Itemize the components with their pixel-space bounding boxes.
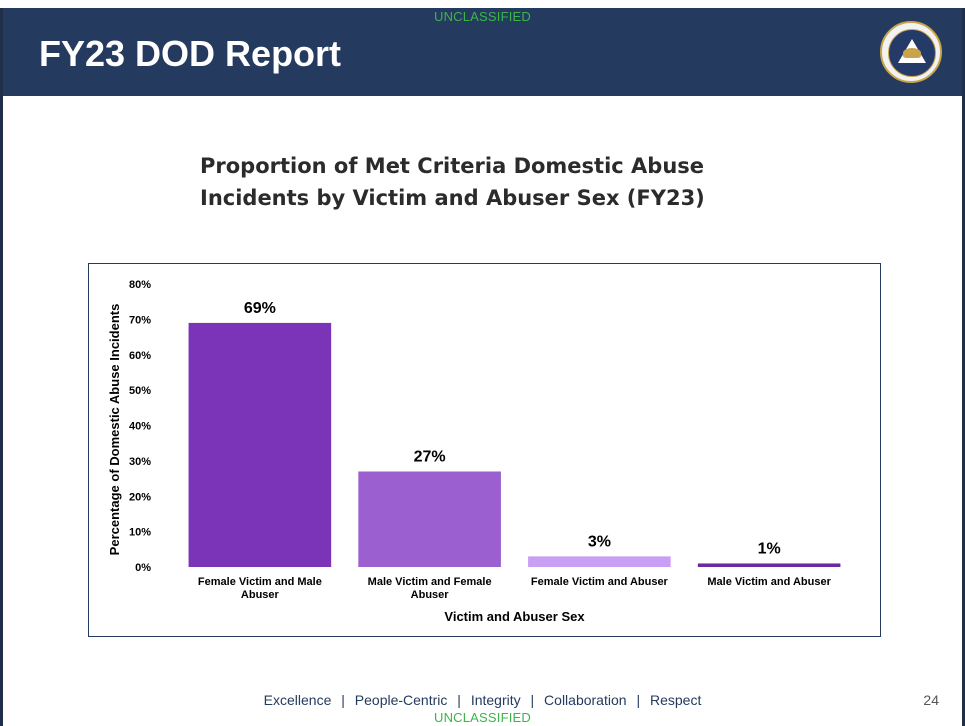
bar-chart: 0% 10% 20% 30% 40% 50% 60% 70% 80% 69% Female Vict… [107,279,841,624]
y-tick-label: 30% [129,456,151,468]
x-tick-label: Female Victim and Male [198,576,322,588]
bar [358,471,501,567]
seal-emblem [888,29,936,77]
footer-value: Respect [649,692,702,708]
y-tick-label: 50% [129,385,151,397]
x-tick-label: Abuser [411,589,450,601]
bar-data-label: 27% [414,448,446,465]
seal-logo [880,21,942,83]
footer-separator: | [341,692,345,708]
page-title: FY23 DOD Report [39,33,342,74]
eagle-icon [903,48,921,58]
bar [697,563,841,567]
y-tick-label: 70% [129,314,151,326]
bar [188,322,332,567]
x-tick-label: Female Victim and Abuser [531,576,669,588]
classification-banner-bottom: UNCLASSIFIED [433,710,532,725]
y-tick-label: 80% [129,279,151,291]
content-frame [0,96,965,726]
x-tick-label: Abuser [241,589,280,601]
footer-value: Integrity [470,692,521,708]
x-tick-label: Male Victim and Female [368,576,492,588]
chart-title-line: Incidents by Victim and Abuser Sex (FY23… [200,186,705,210]
y-axis-label: Percentage of Domestic Abuse Incidents [107,304,122,556]
chart-title: Proportion of Met Criteria Domestic Abus… [200,150,800,214]
y-tick-label: 20% [129,491,151,503]
bar-data-label: 69% [244,300,276,317]
x-axis-label: Victim and Abuser Sex [444,609,585,624]
page-number: 24 [923,692,939,708]
classification-banner-top: UNCLASSIFIED [433,9,532,24]
footer-core-values: Excellence | People-Centric | Integrity … [0,692,965,708]
footer-separator: | [530,692,535,708]
chart-title-line: Proportion of Met Criteria Domestic Abus… [200,154,705,178]
y-tick-label: 60% [129,350,151,362]
bar-data-label: 3% [588,533,611,550]
chart-container: 0% 10% 20% 30% 40% 50% 60% 70% 80% 69% Female Vict… [88,263,881,637]
header-bar: FY23 DOD Report [0,8,965,96]
y-tick-label: 40% [129,421,151,433]
bar [528,556,671,567]
footer-value: Collaboration [544,692,627,708]
y-tick-label: 0% [135,562,151,574]
x-tick-label: Male Victim and Abuser [707,576,831,588]
footer-value: Excellence [263,692,332,708]
footer-separator: | [457,692,461,708]
footer-value: People-Centric [354,692,448,708]
bar-data-label: 1% [758,540,781,557]
footer-separator: | [636,692,641,708]
y-tick-label: 10% [129,527,151,539]
